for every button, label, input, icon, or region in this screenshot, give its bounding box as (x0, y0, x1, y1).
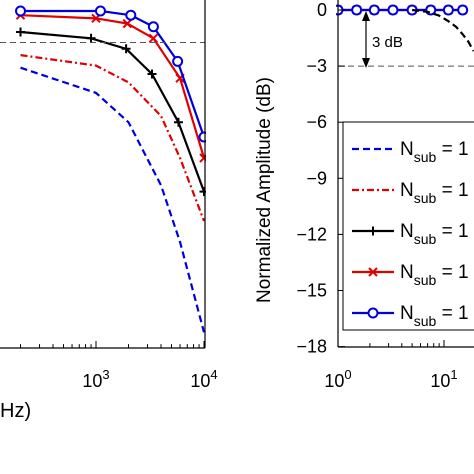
right-series-1-marker-3 (387, 4, 399, 16)
left-series-2-marker-1 (86, 33, 96, 43)
left-series-4-marker-1 (94, 5, 106, 17)
legend-entry-4-marker (367, 307, 379, 319)
legend: Nsub = 1 Nsub = 1 Nsub = 1 Nsub = 1 Nsub = 1 (342, 121, 474, 331)
right-chart: 3 dB 0 −3 −6 −9 −12 −15 −18 100 101 Normalized … (254, 0, 474, 391)
left-series-0-line (20, 66, 206, 333)
right-y-tick-label-2: −6 (306, 112, 327, 132)
left-series-2-marker-2 (121, 44, 131, 54)
right-series-1-marker-7 (457, 4, 469, 16)
legend-entry-3-marker (368, 267, 378, 277)
right-x-tick-labels: 100 101 (324, 367, 457, 391)
legend-entry-3-label: Nsub = 1 (400, 262, 469, 288)
left-series-3-line (20, 14, 206, 159)
right-series-2-line (411, 8, 474, 52)
left-series-4-marker-3 (147, 21, 159, 33)
right-x-tick-label-0: 100 (324, 367, 351, 391)
left-series-2-marker-5 (199, 187, 206, 197)
left-x-tick-label-1: 104 (190, 367, 217, 391)
left-axes (0, 0, 206, 349)
right-x-tick-label-1: 101 (430, 367, 457, 391)
left-chart: 103 104 Hz) (0, 0, 218, 422)
left-x-tick-labels: 103 104 (82, 367, 217, 391)
left-series-3-marker-3 (148, 33, 159, 44)
legend-entry-2-marker (368, 226, 378, 236)
left-series-2-line (20, 30, 206, 192)
left-series-2-marker-3 (147, 69, 157, 79)
right-series-group (336, 4, 474, 52)
legend-entry-0-label: Nsub = 1 (400, 139, 469, 165)
left-series-1-line (20, 54, 206, 222)
right-axes (337, 0, 474, 348)
right-y-tick-label-5: −15 (296, 281, 327, 301)
left-series-4-marker-0 (15, 5, 27, 17)
right-series-1-marker-2 (368, 4, 380, 16)
left-series-4-marker-4 (172, 55, 184, 67)
left-series-3-marker-5 (199, 153, 206, 163)
left-series-2-marker-4 (173, 117, 183, 127)
left-x-axis-label: Hz) (0, 400, 31, 422)
left-series-group (15, 5, 206, 333)
right-y-tick-label-3: −9 (306, 168, 327, 188)
left-series-2-marker-0 (16, 27, 26, 37)
left-series-4-marker-5 (198, 131, 206, 143)
annotation-arrow-down-head (362, 58, 370, 68)
right-3db-annotation: 3 dB (362, 11, 403, 68)
right-y-axis-label: Normalized Amplitude (dB) (254, 77, 275, 303)
right-y-tick-label-6: −18 (296, 337, 327, 357)
right-y-tick-labels: 0 −3 −6 −9 −12 −15 −18 (296, 0, 327, 357)
right-y-tick-label-1: −3 (306, 56, 327, 76)
left-x-tick-label-0: 103 (82, 367, 109, 391)
left-series-4-line (20, 9, 206, 138)
legend-entries: Nsub = 1 Nsub = 1 Nsub = 1 Nsub = 1 Nsub = 1 (352, 139, 469, 329)
right-series-1-marker-6 (442, 4, 454, 16)
right-y-tick-label-4: −12 (296, 224, 327, 244)
right-series-1-marker-1 (351, 4, 363, 16)
legend-entry-1-label: Nsub = 1 (400, 180, 469, 206)
legend-entry-4-label: Nsub = 1 (400, 303, 469, 329)
legend-entry-2-label: Nsub = 1 (400, 221, 469, 247)
annotation-arrow-up-head (362, 11, 370, 21)
left-series-4-marker-2 (125, 9, 137, 21)
right-y-tick-label-0: 0 (317, 0, 327, 20)
left-series-3-marker-2 (122, 18, 133, 29)
legend-box (342, 121, 474, 331)
annotation-3db-label: 3 dB (372, 34, 403, 51)
